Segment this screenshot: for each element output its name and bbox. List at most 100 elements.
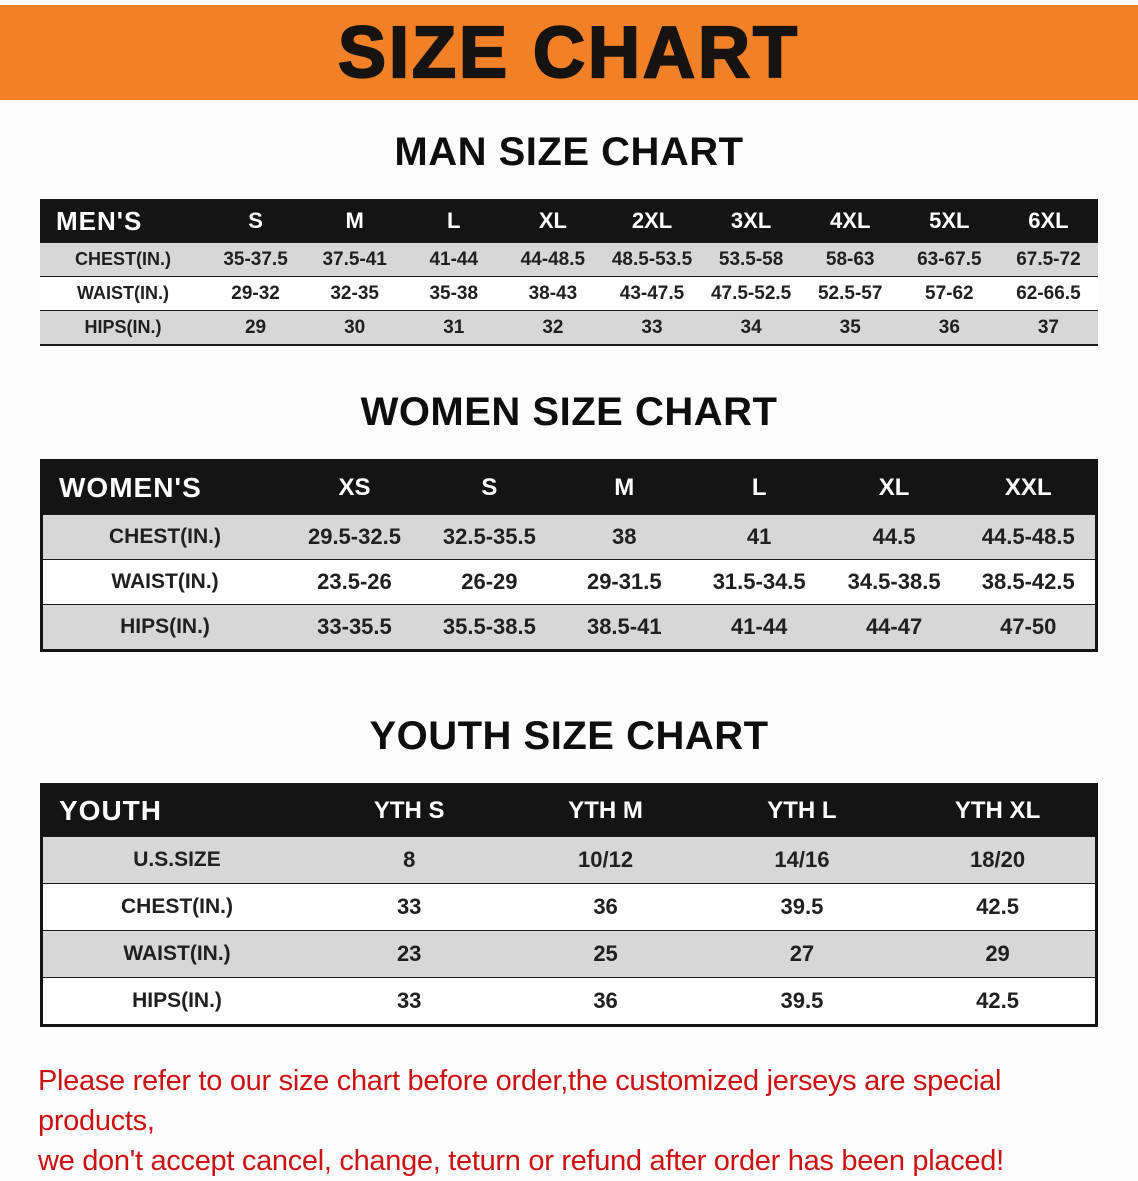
row-label: WAIST(IN.)	[40, 276, 206, 311]
table-title-cell: YOUTH	[41, 784, 311, 837]
size-value-cell: 10/12	[507, 836, 704, 884]
size-value-cell: 53.5-58	[701, 242, 801, 277]
size-value-cell: 39.5	[703, 977, 901, 1026]
size-value-cell: 44.5	[826, 514, 962, 560]
table-header-row: WOMEN'S XS S M L XL XXL	[41, 460, 1097, 515]
size-value-cell: 38-43	[503, 276, 603, 311]
size-value-cell: 35-37.5	[206, 242, 306, 277]
size-value-cell: 25	[507, 930, 704, 978]
size-value-cell: 35	[800, 310, 900, 345]
size-column-header: XL	[826, 460, 962, 515]
size-value-cell: 27	[703, 930, 901, 978]
size-value-cell: 31.5-34.5	[691, 559, 827, 605]
size-value-cell: 26-29	[421, 559, 557, 605]
size-value-cell: 35-38	[404, 276, 504, 311]
row-label: WAIST(IN.)	[41, 930, 311, 978]
size-value-cell: 33	[311, 977, 508, 1026]
row-label: HIPS(IN.)	[40, 310, 206, 345]
women-size-chart-heading: WOMEN SIZE CHART	[360, 390, 778, 434]
size-value-cell: 29	[206, 310, 306, 345]
order-notice: Please refer to our size chart before or…	[38, 1061, 1100, 1181]
table-row: U.S.SIZE 8 10/12 14/16 18/20	[41, 836, 1097, 884]
size-value-cell: 52.5-57	[800, 276, 900, 311]
size-value-cell: 38	[556, 514, 692, 560]
size-value-cell: 37.5-41	[305, 242, 405, 277]
row-label: WAIST(IN.)	[41, 559, 287, 605]
size-column-header: YTH XL	[900, 784, 1097, 837]
size-value-cell: 33-35.5	[287, 604, 422, 651]
size-value-cell: 33	[311, 883, 508, 931]
size-value-cell: 63-67.5	[899, 242, 999, 277]
table-title-cell: WOMEN'S	[41, 460, 287, 515]
size-column-header: 4XL	[800, 199, 900, 243]
size-column-header: YTH M	[507, 784, 704, 837]
row-label: U.S.SIZE	[41, 836, 311, 884]
table-row: HIPS(IN.) 33-35.5 35.5-38.5 38.5-41 41-44 44-…	[41, 604, 1097, 651]
size-value-cell: 44-47	[826, 604, 962, 651]
size-value-cell: 41	[691, 514, 827, 560]
row-label: HIPS(IN.)	[41, 977, 311, 1026]
size-value-cell: 44-48.5	[503, 242, 603, 277]
table-row: CHEST(IN.) 35-37.5 37.5-41 41-44 44-48.5 48.5…	[40, 242, 1098, 277]
size-value-cell: 35.5-38.5	[421, 604, 557, 651]
size-value-cell: 47-50	[961, 604, 1097, 651]
size-column-header: S	[421, 460, 557, 515]
women-size-chart-section: WOMEN SIZE CHART WOMEN'S XS S M L XL XXL CHEST(…	[0, 390, 1138, 652]
man-size-chart-heading: MAN SIZE CHART	[394, 130, 744, 174]
size-value-cell: 29-31.5	[556, 559, 692, 605]
notice-line-1: Please refer to our size chart before or…	[38, 1065, 1002, 1138]
notice-line-2: we don't accept cancel, change, teturn o…	[38, 1145, 1004, 1178]
table-title-cell: MEN'S	[40, 199, 206, 243]
row-label: CHEST(IN.)	[41, 514, 287, 560]
size-chart-content: MAN SIZE CHART MEN'S S M L XL 2XL 3XL 4XL 5XL 6XL…	[0, 130, 1138, 1027]
table-row: WAIST(IN.) 23.5-26 26-29 29-31.5 31.5-34.5 34…	[41, 559, 1097, 605]
size-value-cell: 36	[899, 310, 999, 345]
row-label: HIPS(IN.)	[41, 604, 287, 651]
table-row: CHEST(IN.) 29.5-32.5 32.5-35.5 38 41 44.5 44.5…	[41, 514, 1097, 560]
table-row: HIPS(IN.) 29 30 31 32 33 34 35 36 37	[40, 310, 1098, 345]
size-column-header: L	[404, 199, 504, 243]
size-value-cell: 29	[900, 930, 1097, 978]
table-header-row: YOUTH YTH S YTH M YTH L YTH XL	[41, 784, 1097, 837]
size-value-cell: 44.5-48.5	[961, 514, 1097, 560]
size-value-cell: 62-66.5	[998, 276, 1098, 311]
youth-size-table: YOUTH YTH S YTH M YTH L YTH XL U.S.SIZE 8 10/12…	[40, 783, 1098, 1027]
size-value-cell: 18/20	[900, 836, 1097, 884]
size-value-cell: 32	[503, 310, 603, 345]
size-chart-banner: SIZE CHART	[0, 5, 1138, 100]
row-label: CHEST(IN.)	[40, 242, 206, 277]
size-column-header: YTH L	[703, 784, 901, 837]
women-size-table: WOMEN'S XS S M L XL XXL CHEST(IN.) 29.5-32.5 32.5…	[40, 459, 1098, 652]
size-value-cell: 32-35	[305, 276, 405, 311]
size-value-cell: 38.5-41	[556, 604, 692, 651]
size-value-cell: 34	[701, 310, 801, 345]
banner-title: SIZE CHART	[337, 11, 800, 93]
size-value-cell: 23	[311, 930, 508, 978]
size-value-cell: 39.5	[703, 883, 901, 931]
size-value-cell: 42.5	[900, 883, 1097, 931]
man-size-chart-section: MAN SIZE CHART MEN'S S M L XL 2XL 3XL 4XL 5XL 6XL…	[0, 130, 1138, 346]
size-value-cell: 37	[998, 310, 1098, 345]
size-column-header: M	[556, 460, 692, 515]
size-value-cell: 8	[311, 836, 508, 884]
size-value-cell: 29.5-32.5	[287, 514, 422, 560]
size-value-cell: 41-44	[691, 604, 827, 651]
size-value-cell: 14/16	[703, 836, 901, 884]
size-value-cell: 30	[305, 310, 405, 345]
size-chart-page: SIZE CHART MAN SIZE CHART MEN'S S M L XL 2XL 3…	[0, 5, 1138, 1181]
size-column-header: XL	[503, 199, 603, 243]
size-value-cell: 48.5-53.5	[602, 242, 702, 277]
table-row: WAIST(IN.) 23 25 27 29	[41, 930, 1097, 978]
size-value-cell: 41-44	[404, 242, 504, 277]
size-column-header: M	[305, 199, 405, 243]
size-column-header: YTH S	[311, 784, 508, 837]
size-value-cell: 36	[507, 883, 704, 931]
table-row: HIPS(IN.) 33 36 39.5 42.5	[41, 977, 1097, 1026]
table-row: WAIST(IN.) 29-32 32-35 35-38 38-43 43-47.5 47.…	[40, 276, 1098, 311]
size-value-cell: 43-47.5	[602, 276, 702, 311]
size-column-header: 2XL	[602, 199, 702, 243]
size-value-cell: 58-63	[800, 242, 900, 277]
size-column-header: XXL	[961, 460, 1097, 515]
size-column-header: 6XL	[998, 199, 1098, 243]
size-value-cell: 38.5-42.5	[961, 559, 1097, 605]
